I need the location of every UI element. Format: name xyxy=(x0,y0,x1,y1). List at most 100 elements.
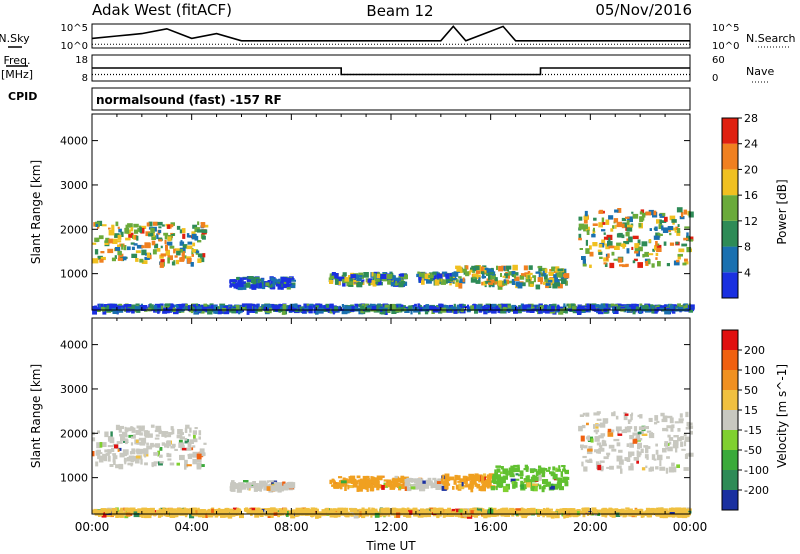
power-cell xyxy=(618,257,623,263)
velocity-cell xyxy=(466,512,471,517)
velocity-cell xyxy=(676,509,683,514)
power-cell xyxy=(560,281,567,284)
velocity-cell xyxy=(602,440,605,447)
power-cell xyxy=(653,235,660,240)
power-cell xyxy=(632,213,639,219)
velocity-cell xyxy=(123,457,127,462)
velocity-cell xyxy=(129,509,133,512)
power-cell xyxy=(200,305,206,311)
cpid-value: normalsound (fast) -157 RF xyxy=(96,93,282,107)
power-cell xyxy=(344,277,349,282)
power-cell xyxy=(403,274,408,280)
power-cell xyxy=(428,275,434,278)
velocity-cell xyxy=(494,469,497,475)
velocity-cell xyxy=(514,481,518,488)
velocity-cell xyxy=(475,510,481,515)
velocity-cell xyxy=(370,483,374,490)
power-cell xyxy=(651,263,655,268)
power-cell xyxy=(424,273,431,280)
power-cell xyxy=(115,221,119,227)
power-cell xyxy=(600,305,607,310)
power-cell xyxy=(214,308,218,314)
power-colorbar-tick-label: 24 xyxy=(744,138,758,151)
power-cell xyxy=(159,254,164,259)
velocity-cell xyxy=(196,453,202,460)
velocity-cell xyxy=(350,478,357,484)
velocity-cell xyxy=(636,455,639,461)
velocity-cell xyxy=(122,431,128,437)
velocity-cell xyxy=(192,451,199,458)
velocity-cell xyxy=(128,434,134,438)
velocity-cell xyxy=(386,481,390,484)
velocity-cell xyxy=(632,432,638,436)
power-cell xyxy=(532,275,537,278)
power-cell xyxy=(582,305,585,310)
velocity-cell xyxy=(639,414,643,419)
velocity-cell xyxy=(464,485,470,488)
power-colorbar-tick-label: 12 xyxy=(744,215,758,228)
velocity-cell xyxy=(617,428,620,435)
power-cell xyxy=(591,233,596,238)
velocity-cell xyxy=(326,511,330,516)
power-cell xyxy=(608,215,614,220)
velocity-cell xyxy=(260,480,267,483)
power-cell xyxy=(572,306,577,310)
velocity-cell xyxy=(410,484,416,490)
velocity-cell xyxy=(586,508,589,514)
power-cell xyxy=(586,229,590,235)
power-cell xyxy=(154,243,159,249)
velocity-cell xyxy=(232,485,238,489)
velocity-cell xyxy=(595,430,598,435)
velocity-cell xyxy=(620,468,623,474)
velocity-cell xyxy=(153,452,159,456)
velocity-cell xyxy=(124,459,127,465)
velocity-cell xyxy=(144,462,148,466)
velocity-cell xyxy=(484,480,489,486)
velocity-cell xyxy=(519,470,524,476)
power-cell xyxy=(376,273,380,279)
velocity-cell xyxy=(671,466,677,473)
power-cell xyxy=(100,251,105,254)
velocity-cell xyxy=(115,512,119,518)
power-cell xyxy=(107,303,112,306)
power-cell xyxy=(614,245,620,250)
power-cell xyxy=(186,256,192,259)
velocity-cell xyxy=(171,443,176,448)
power-cell xyxy=(154,303,161,308)
velocity-cell xyxy=(151,462,154,468)
velocity-cell xyxy=(656,454,663,461)
power-cell xyxy=(617,208,622,213)
power-cell xyxy=(589,245,592,250)
velocity-cell xyxy=(231,480,235,486)
velocity-cell xyxy=(303,509,307,514)
velocity-cell xyxy=(330,509,335,512)
power-cell xyxy=(393,275,396,281)
power-cell xyxy=(654,245,657,251)
power-cell xyxy=(542,270,546,277)
power-cell xyxy=(413,306,417,312)
power-cell xyxy=(467,271,471,275)
velocity-cell xyxy=(645,465,648,469)
velocity-cell xyxy=(597,464,602,471)
velocity-cell xyxy=(178,442,185,448)
velocity-cell xyxy=(295,510,298,515)
power-cell xyxy=(598,222,603,228)
power-cell xyxy=(176,305,181,308)
power-cell xyxy=(197,221,200,226)
velocity-cell xyxy=(126,457,133,462)
power-cell xyxy=(504,274,509,279)
velocity-cell xyxy=(301,507,307,511)
velocity-cell xyxy=(481,479,485,484)
velocity-cell xyxy=(95,461,99,467)
velocity-cell xyxy=(397,478,403,483)
power-cell xyxy=(357,282,363,285)
velocity-cell xyxy=(315,512,319,519)
velocity-cell xyxy=(114,444,119,449)
velocity-cell xyxy=(119,452,125,458)
power-cell xyxy=(472,273,479,280)
noise-panel-frame xyxy=(91,23,691,49)
power-cell xyxy=(639,308,642,314)
velocity-cell xyxy=(109,437,115,444)
